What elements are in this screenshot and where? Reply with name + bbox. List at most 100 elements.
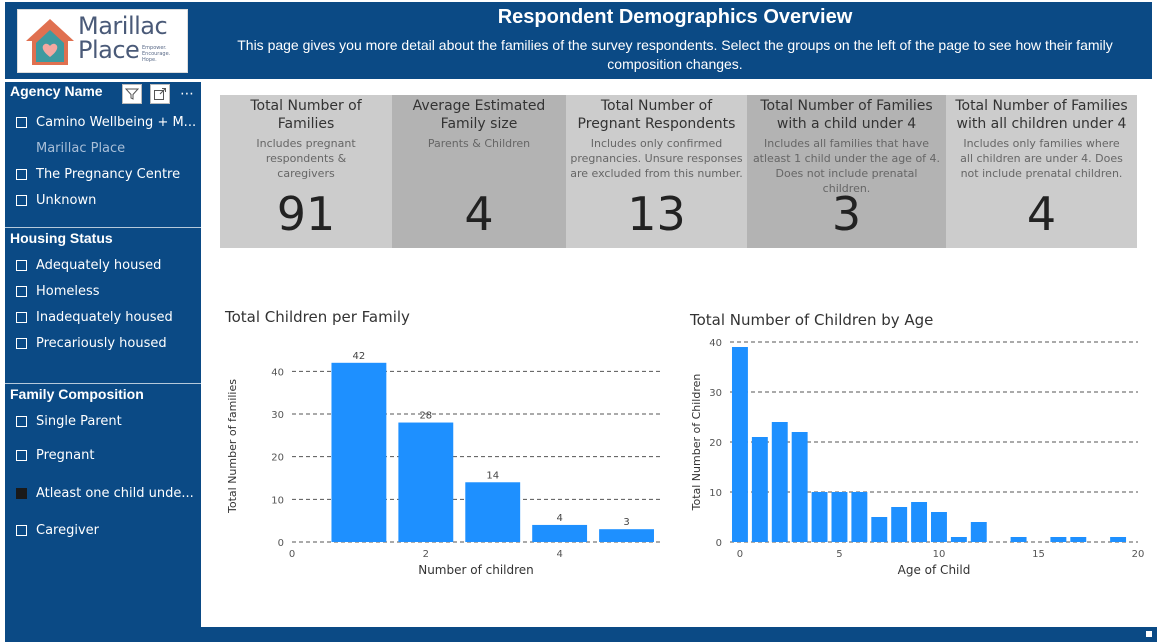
y-tick-label: 30 bbox=[271, 410, 284, 421]
checkbox[interactable] bbox=[16, 143, 27, 154]
option-label: Atleast one child unde... bbox=[36, 485, 194, 501]
x-tick-label: 4 bbox=[556, 549, 562, 560]
logo-tagline: Empower. Encourage. Hope. bbox=[142, 45, 171, 63]
checkbox[interactable] bbox=[16, 285, 27, 297]
y-axis-title: Total Number of Children bbox=[690, 374, 703, 512]
checkbox[interactable] bbox=[16, 524, 27, 536]
logo-text-line2: Place bbox=[78, 36, 140, 64]
option-label: Pregnant bbox=[36, 447, 95, 463]
ellipsis-icon: ⋯ bbox=[180, 86, 194, 102]
checkbox[interactable] bbox=[16, 415, 27, 427]
checkbox[interactable] bbox=[16, 116, 27, 128]
option-label: Adequately housed bbox=[36, 257, 162, 273]
card-value: 4 bbox=[464, 187, 494, 241]
agency-option[interactable]: Camino Wellbeing + M... bbox=[16, 112, 196, 132]
card-subtitle: Parents & Children bbox=[427, 137, 531, 150]
bar bbox=[398, 422, 454, 542]
bar bbox=[532, 524, 588, 542]
resize-handle-icon[interactable] bbox=[1146, 631, 1152, 637]
kpi-card-family-size: Average Estimated Family size Parents & … bbox=[392, 95, 566, 248]
checkbox[interactable] bbox=[16, 168, 27, 180]
bar bbox=[831, 492, 848, 542]
checkbox[interactable] bbox=[16, 194, 27, 206]
bar bbox=[791, 432, 808, 542]
y-tick-label: 0 bbox=[278, 538, 284, 549]
card-value: 4 bbox=[1026, 187, 1057, 241]
chart1-title: Total Children per Family bbox=[225, 308, 410, 326]
checkbox[interactable] bbox=[16, 449, 27, 461]
option-label: Precariously housed bbox=[36, 335, 167, 351]
agency-option[interactable]: Unknown bbox=[16, 190, 96, 210]
x-axis-title: Age of Child bbox=[898, 563, 971, 577]
bar bbox=[771, 422, 788, 542]
card-title: Total Number of Families bbox=[250, 98, 362, 132]
kpi-card-pregnant-respondents: Total Number of Pregnant Respondents Inc… bbox=[566, 95, 747, 248]
card-subtitle: Includes only confirmed pregnancies. Uns… bbox=[570, 137, 743, 180]
family-option[interactable]: Caregiver bbox=[16, 520, 99, 540]
card-title: Total Number of Pregnant Respondents bbox=[577, 98, 736, 132]
x-tick-label: 15 bbox=[1032, 549, 1045, 560]
card-value: 3 bbox=[831, 187, 862, 241]
divider bbox=[5, 227, 201, 228]
divider bbox=[5, 383, 201, 384]
logo-text-line1: Marillac bbox=[78, 12, 168, 40]
focus-mode-button[interactable] bbox=[150, 84, 170, 104]
checkbox[interactable] bbox=[16, 311, 27, 323]
x-tick-label: 10 bbox=[933, 549, 946, 560]
bar bbox=[331, 362, 387, 542]
family-option[interactable]: Single Parent bbox=[16, 411, 122, 431]
housing-option[interactable]: Adequately housed bbox=[16, 255, 161, 275]
card-subtitle: Includes only families where all childre… bbox=[960, 137, 1123, 180]
bar bbox=[1050, 537, 1067, 542]
family-option[interactable]: Pregnant bbox=[16, 445, 94, 465]
bar bbox=[851, 492, 868, 542]
page-title: Respondent Demographics Overview bbox=[497, 6, 853, 28]
data-label: 3 bbox=[623, 517, 629, 528]
card-title: Average Estimated Family size bbox=[412, 98, 546, 132]
marillac-place-logo: Marillac Place Empower. Encourage. Hope. bbox=[17, 9, 188, 73]
family-option[interactable]: Atleast one child unde... bbox=[16, 483, 194, 503]
footer-bar bbox=[5, 627, 1157, 642]
bar bbox=[599, 529, 654, 542]
data-label: 28 bbox=[419, 411, 432, 422]
bar bbox=[1010, 537, 1027, 542]
housing-option[interactable]: Precariously housed bbox=[16, 333, 167, 353]
checkbox[interactable] bbox=[16, 259, 27, 271]
housing-option[interactable]: Inadequately housed bbox=[16, 307, 173, 327]
expand-icon bbox=[154, 88, 166, 100]
y-tick-label: 40 bbox=[271, 367, 284, 378]
bar bbox=[1070, 537, 1087, 542]
data-label: 4 bbox=[556, 513, 562, 524]
option-label: The Pregnancy Centre bbox=[36, 166, 181, 182]
filter-button[interactable] bbox=[122, 84, 142, 104]
more-options-button[interactable]: ⋯ bbox=[177, 84, 197, 104]
bar bbox=[465, 482, 521, 542]
bar bbox=[970, 522, 987, 542]
y-tick-label: 10 bbox=[271, 495, 284, 506]
filter-sidebar bbox=[5, 82, 201, 627]
card-subtitle: Includes pregnant respondents & caregive… bbox=[256, 137, 356, 180]
filter-icon bbox=[125, 88, 139, 100]
x-tick-label: 0 bbox=[289, 549, 295, 560]
y-tick-label: 10 bbox=[709, 488, 722, 499]
option-label: Caregiver bbox=[36, 522, 100, 538]
card-subtitle: Includes all families that have atleast … bbox=[752, 137, 941, 195]
checkbox[interactable] bbox=[16, 337, 27, 349]
card-title: Total Number of Families with all childr… bbox=[955, 98, 1128, 132]
x-tick-label: 0 bbox=[737, 549, 743, 560]
bar bbox=[871, 517, 888, 542]
agency-option[interactable]: Marillac Place bbox=[16, 138, 125, 158]
x-tick-label: 2 bbox=[423, 549, 429, 560]
checkbox-checked[interactable] bbox=[16, 487, 27, 499]
y-tick-label: 20 bbox=[271, 453, 284, 464]
housing-option[interactable]: Homeless bbox=[16, 281, 100, 301]
x-tick-label: 20 bbox=[1132, 549, 1145, 560]
bar bbox=[931, 512, 947, 542]
bar bbox=[950, 537, 967, 542]
data-label: 42 bbox=[353, 351, 366, 362]
children-by-age-chart: 0 10 20 30 40 0 5 10 15 20 Age of Child Total Numbe… bbox=[690, 338, 1145, 577]
kpi-card-total-families: Total Number of Families Includes pregna… bbox=[220, 95, 392, 248]
agency-option[interactable]: The Pregnancy Centre bbox=[16, 164, 180, 184]
y-axis-title: Total Number of families bbox=[226, 379, 239, 514]
y-tick-label: 30 bbox=[709, 388, 722, 399]
